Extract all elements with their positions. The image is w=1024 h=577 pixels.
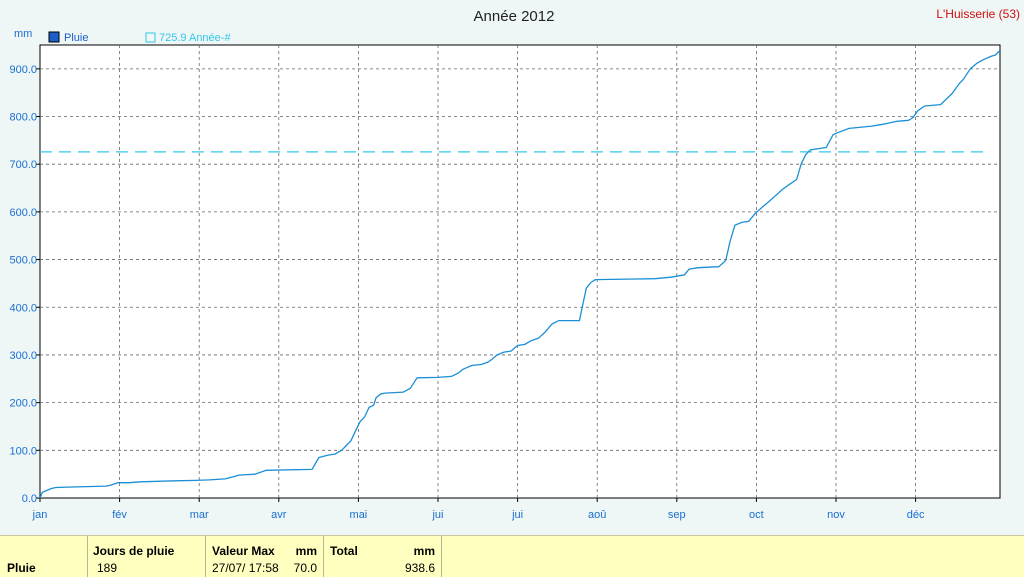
x-tick-label: mai [350,509,368,521]
summary-valeur-max-cell: Valeur Max mm 27/07/ 17:58 70.0 [206,536,324,577]
chart-title: Année 2012 [474,8,555,25]
legend-label-average: 725.9 Année-# [159,32,231,44]
grid [40,45,1000,498]
valeur-max-date: 27/07/ 17:58 [212,561,279,575]
summary-row-label: Pluie [7,561,36,575]
y-tick-label: 900.0 [9,64,37,76]
x-tick-label: nov [827,509,845,521]
location-label: L'Huisserie (53) [936,7,1020,21]
x-tick-label: avr [271,509,287,521]
y-tick-label: 100.0 [9,445,37,457]
x-ticks: jan fév mar avr mai jui jui aoû sep oct nov déc [32,498,925,521]
rainfall-chart: Année 2012 L'Huisserie (53) mm Pluie 725… [9,7,1020,521]
summary-total-cell: Total mm 938.6 [324,536,442,577]
legend: Pluie 725.9 Année-# [48,31,231,44]
summary-label-cell: Pluie [0,536,88,577]
y-tick-label: 600.0 [9,207,37,219]
summary-bar: Pluie Jours de pluie 189 Valeur Max mm 2… [0,535,1024,577]
jours-header: Jours de pluie [93,544,175,558]
x-tick-label: jui [511,509,523,521]
legend-label-pluie: Pluie [64,32,88,44]
y-ticks: 0.0 100.0 200.0 300.0 400.0 500.0 600.0 700.0 80… [9,64,40,505]
y-tick-label: 400.0 [9,302,37,314]
y-tick-label: 300.0 [9,350,37,362]
summary-empty-cell [442,536,1022,577]
x-tick-label: oct [749,509,764,521]
valeur-max-value: 70.0 [293,561,317,575]
total-unit: mm [413,544,435,558]
y-tick-label: 800.0 [9,112,37,124]
x-tick-label: jui [431,509,443,521]
jours-value: 189 [97,561,118,575]
valeur-max-header: Valeur Max [212,544,275,558]
x-tick-label: jan [32,509,48,521]
summary-jours-cell: Jours de pluie 189 [88,536,206,577]
series-line-pluie [39,49,1001,499]
x-tick-label: fév [112,509,127,521]
y-axis-unit: mm [14,28,32,40]
x-tick-label: déc [907,509,925,521]
total-value: 938.6 [404,561,435,575]
plot-area [39,44,1001,499]
total-header: Total [330,544,358,558]
legend-swatch-average [145,32,156,43]
y-tick-label: 700.0 [9,159,37,171]
y-tick-label: 200.0 [9,398,37,410]
legend-swatch-pluie [48,31,60,43]
x-tick-label: sep [668,509,686,521]
x-tick-label: mar [190,509,209,521]
y-tick-label: 500.0 [9,255,37,267]
y-tick-label: 0.0 [22,493,37,505]
x-tick-label: aoû [588,509,606,521]
valeur-max-unit: mm [295,544,317,558]
series [39,49,1001,499]
